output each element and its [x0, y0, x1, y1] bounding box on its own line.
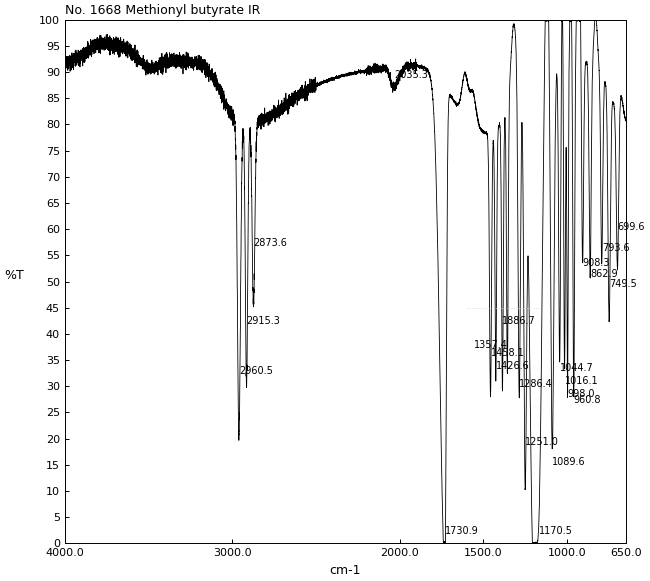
Text: 793.6: 793.6	[602, 243, 629, 253]
Text: 908.3: 908.3	[582, 259, 610, 268]
Text: 1089.6: 1089.6	[552, 457, 586, 468]
X-axis label: cm-1: cm-1	[330, 564, 361, 577]
Text: 862.9: 862.9	[590, 269, 618, 279]
Text: 1044.7: 1044.7	[560, 363, 593, 373]
Text: 1458.1: 1458.1	[491, 347, 525, 357]
Text: 2960.5: 2960.5	[239, 366, 273, 376]
Y-axis label: %T: %T	[4, 268, 24, 282]
Text: 2035.3: 2035.3	[394, 70, 428, 80]
Text: 1426.6: 1426.6	[496, 361, 530, 371]
Text: 749.5: 749.5	[609, 279, 637, 289]
Text: 699.6: 699.6	[618, 222, 645, 232]
Text: 998.0: 998.0	[567, 389, 595, 399]
Text: 1251.0: 1251.0	[525, 436, 559, 447]
Text: 1016.1: 1016.1	[564, 376, 598, 386]
Text: 960.8: 960.8	[574, 394, 601, 404]
Text: 2915.3: 2915.3	[246, 316, 280, 326]
Text: 1730.9: 1730.9	[445, 526, 478, 536]
Text: No. 1668 Methionyl butyrate IR: No. 1668 Methionyl butyrate IR	[65, 4, 260, 17]
Text: 1357.4: 1357.4	[473, 340, 508, 350]
Text: 1170.5: 1170.5	[539, 526, 573, 536]
Text: 1886.7: 1886.7	[502, 316, 536, 326]
Text: 1286.4: 1286.4	[519, 379, 553, 389]
Text: 2873.6: 2873.6	[254, 238, 287, 248]
